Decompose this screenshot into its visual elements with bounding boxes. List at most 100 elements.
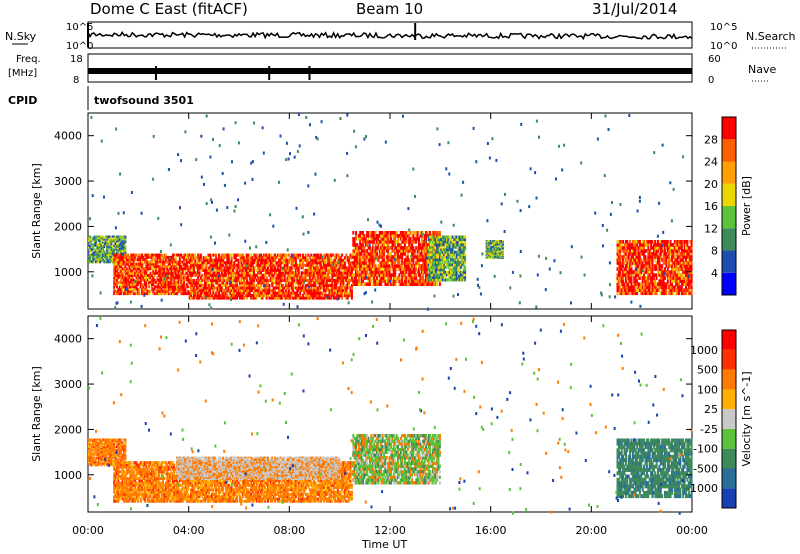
data-cell — [391, 279, 394, 283]
data-cell — [141, 265, 144, 268]
data-cell — [307, 294, 310, 298]
data-cell — [299, 256, 302, 260]
data-cell — [420, 246, 423, 250]
data-cell — [162, 289, 165, 293]
data-cell — [208, 253, 211, 257]
data-cell — [216, 261, 219, 265]
data-cell — [373, 258, 376, 262]
data-cell — [436, 267, 439, 271]
data-cell — [287, 278, 290, 282]
data-cell — [157, 292, 160, 296]
data-cell — [433, 265, 436, 269]
data-cell — [234, 283, 237, 287]
data-cell — [206, 273, 209, 277]
data-cell — [349, 266, 352, 270]
data-cell — [364, 243, 367, 247]
data-cell — [412, 282, 415, 286]
data-cell — [378, 249, 381, 253]
data-cell — [306, 294, 309, 298]
data-cell — [387, 273, 390, 277]
data-cell — [246, 256, 248, 260]
data-cell — [413, 273, 416, 277]
data-cell — [325, 258, 328, 262]
data-cell — [425, 258, 427, 262]
data-cell — [171, 283, 174, 286]
data-cell — [307, 291, 310, 295]
freq-unit: [MHz] — [8, 68, 37, 79]
data-cell — [227, 271, 230, 275]
data-cell — [301, 253, 304, 257]
data-cell — [89, 237, 92, 240]
data-cell — [202, 268, 205, 272]
data-cell — [377, 264, 380, 268]
data-cell — [374, 252, 377, 256]
data-cell — [110, 256, 113, 259]
data-cell — [163, 267, 166, 271]
data-cell — [329, 263, 332, 267]
data-cell — [265, 296, 268, 300]
data-cell — [124, 237, 127, 240]
data-cell — [219, 258, 222, 262]
data-cell — [299, 281, 302, 285]
data-cell — [185, 258, 188, 262]
data-cell — [111, 246, 114, 249]
data-cell — [251, 296, 254, 300]
data-cell — [341, 271, 344, 275]
data-cell — [178, 287, 181, 291]
data-cell — [422, 255, 425, 259]
data-cell — [336, 261, 339, 265]
data-cell — [324, 253, 327, 257]
data-cell — [350, 276, 353, 280]
data-cell — [264, 268, 267, 272]
data-cell — [111, 247, 114, 250]
data-cell — [129, 253, 132, 257]
data-cell — [138, 267, 141, 271]
data-cell — [303, 276, 306, 280]
data-cell — [272, 258, 275, 262]
data-cell — [318, 253, 321, 257]
data-cell — [113, 244, 116, 247]
data-cell — [303, 286, 306, 290]
data-cell — [142, 287, 145, 291]
data-cell — [384, 234, 387, 238]
data-cell — [113, 276, 116, 280]
data-cell — [434, 235, 437, 239]
data-cell — [362, 279, 364, 283]
data-cell — [141, 278, 144, 282]
data-cell — [335, 294, 338, 298]
data-cell — [366, 276, 369, 280]
data-cell — [262, 286, 265, 290]
data-cell — [315, 256, 318, 260]
data-cell — [324, 271, 327, 275]
data-cell — [381, 264, 384, 268]
data-cell — [303, 273, 306, 277]
data-cell — [418, 258, 420, 262]
data-cell — [366, 234, 369, 238]
data-cell — [405, 237, 408, 241]
data-cell — [134, 287, 137, 291]
data-cell — [185, 271, 188, 275]
data-cell — [260, 266, 262, 270]
data-cell — [378, 273, 381, 277]
data-cell — [95, 252, 97, 255]
data-cell — [390, 234, 392, 238]
data-cell — [128, 283, 131, 286]
data-cell — [405, 276, 408, 280]
data-cell — [346, 258, 349, 262]
data-cell — [170, 285, 173, 289]
data-cell — [420, 240, 423, 244]
data-cell — [113, 240, 116, 243]
data-cell — [211, 266, 213, 270]
data-cell — [352, 243, 355, 247]
data-cell — [381, 255, 384, 259]
data-cell — [289, 258, 292, 262]
data-cell — [95, 244, 97, 247]
data-cell — [376, 282, 378, 286]
data-cell — [387, 267, 390, 271]
data-cell — [313, 271, 316, 275]
data-cell — [247, 291, 250, 295]
data-cell — [283, 266, 286, 270]
data-cell — [401, 246, 404, 250]
data-cell — [131, 276, 134, 280]
data-cell — [292, 291, 295, 295]
